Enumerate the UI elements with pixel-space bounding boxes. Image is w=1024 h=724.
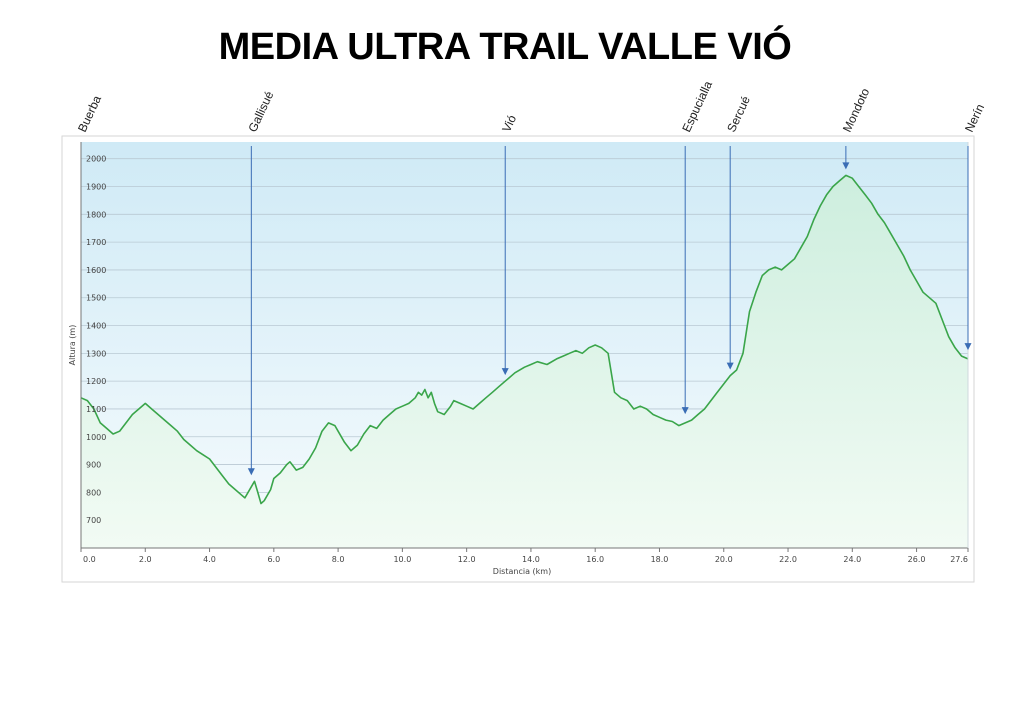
waypoint-label: Espucialla (679, 78, 715, 134)
x-tick-label: 0.0 (83, 555, 96, 564)
y-tick-label: 1700 (86, 238, 106, 247)
x-tick-label: 6.0 (267, 555, 280, 564)
y-tick-labels: 700 800 900 1000 1100 1200 1300 1400 1500 1600 170… (86, 155, 106, 526)
y-tick-label: 1400 (86, 322, 106, 331)
x-tick-label: 16.0 (586, 555, 604, 564)
y-axis-title: Altura (m) (68, 325, 77, 366)
x-tick-label: 2.0 (139, 555, 152, 564)
elevation-line (80, 174, 969, 505)
waypoint-label: Mondoto (840, 86, 873, 135)
waypoint-arrow-head (247, 468, 255, 476)
x-tick-label: 22.0 (779, 555, 797, 564)
waypoint-label: Vió (499, 113, 519, 135)
y-tick-label: 1300 (86, 349, 106, 358)
waypoint-label: Sercué (724, 94, 753, 135)
y-tick-label: 1800 (86, 210, 106, 219)
y-tick-label: 1000 (86, 433, 106, 442)
x-tick-label: 10.0 (393, 555, 411, 564)
x-tick-label: 20.0 (715, 555, 733, 564)
x-tick-labels: 0.0 2.0 4.0 6.0 8.0 10.0 12.0 14.0 16.0 18.0 20.0 2… (80, 548, 969, 564)
y-tick-label: 1100 (86, 405, 106, 414)
x-tick-label: 27.6 (950, 555, 968, 564)
x-tick-label: 24.0 (843, 555, 861, 564)
x-tick-label: 8.0 (332, 555, 345, 564)
y-tick-label: 1200 (86, 377, 106, 386)
waypoint-label: Buerba (75, 93, 104, 134)
y-tick-label: 1600 (86, 266, 106, 275)
waypoint-arrow-head (501, 368, 509, 376)
x-tick-label: 14.0 (522, 555, 540, 564)
waypoint-arrow-head (681, 407, 689, 415)
waypoint-arrow-head (964, 343, 972, 351)
y-tick-label: 1900 (86, 182, 106, 191)
elevation-area (81, 175, 968, 548)
x-tick-label: 18.0 (651, 555, 669, 564)
x-tick-label: 4.0 (203, 555, 216, 564)
waypoint-label: Gallisué (245, 89, 276, 135)
y-tick-label: 1500 (86, 294, 106, 303)
x-axis-title: Distancia (km) (493, 567, 551, 576)
y-tick-label: 800 (86, 488, 101, 497)
waypoint-arrow-head (726, 362, 734, 370)
x-tick-label: 12.0 (458, 555, 476, 564)
waypoint-arrow-head (842, 162, 850, 170)
y-tick-label: 700 (86, 516, 101, 525)
y-tick-label: 2000 (86, 155, 106, 164)
page-title: MEDIA ULTRA TRAIL VALLE VIÓ (218, 26, 792, 68)
y-tick-label: 900 (86, 461, 101, 470)
waypoint-label: Nerín (962, 102, 987, 135)
x-tick-label: 26.0 (908, 555, 926, 564)
